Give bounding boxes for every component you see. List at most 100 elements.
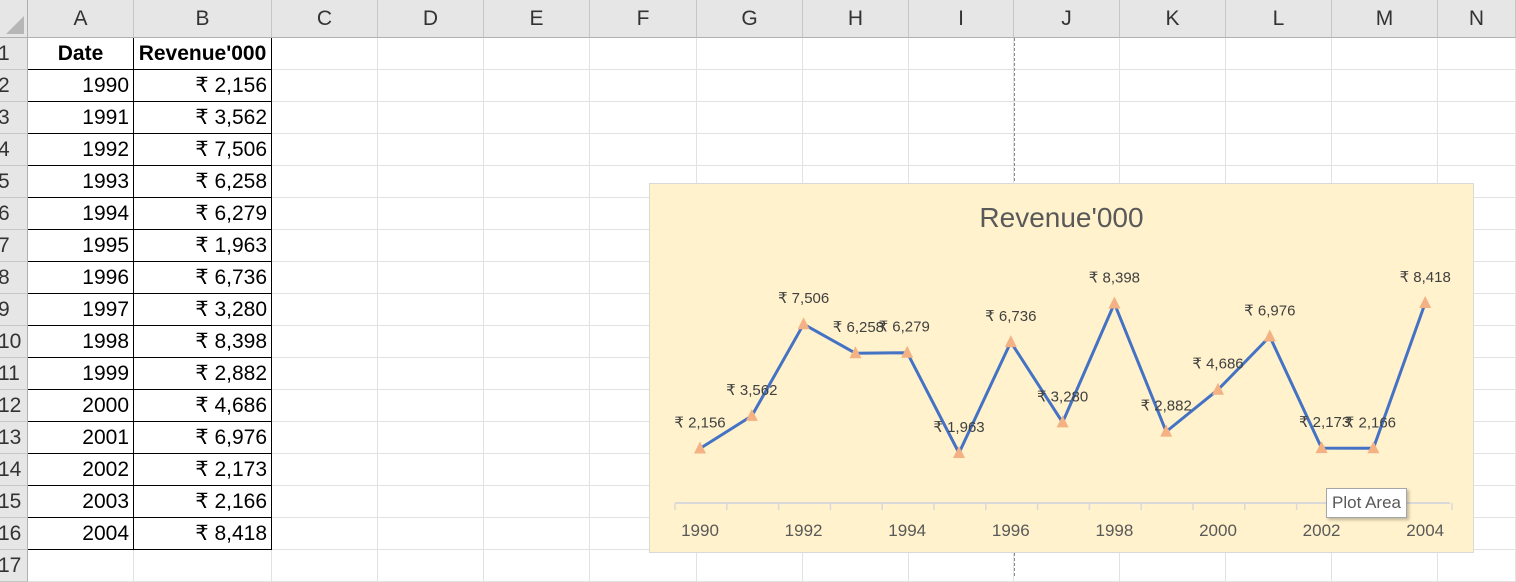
- header-cell-revenue[interactable]: Revenue'000: [134, 38, 272, 70]
- column-header-k[interactable]: K: [1120, 0, 1226, 38]
- cell-d7[interactable]: [378, 230, 484, 262]
- cell-m2[interactable]: [1332, 70, 1438, 102]
- cell-c4[interactable]: [272, 134, 378, 166]
- cell-d8[interactable]: [378, 262, 484, 294]
- cell-m3[interactable]: [1332, 102, 1438, 134]
- revenue-cell[interactable]: ₹ 3,562: [134, 102, 272, 134]
- cell-d3[interactable]: [378, 102, 484, 134]
- cell-g3[interactable]: [697, 102, 803, 134]
- row-header-5[interactable]: 5: [0, 166, 28, 198]
- cell-d5[interactable]: [378, 166, 484, 198]
- cell-i4[interactable]: [909, 134, 1014, 166]
- cell-e17[interactable]: [484, 550, 590, 582]
- date-cell[interactable]: 1992: [28, 134, 134, 166]
- column-header-l[interactable]: L: [1226, 0, 1332, 38]
- column-header-d[interactable]: D: [378, 0, 484, 38]
- revenue-cell[interactable]: ₹ 4,686: [134, 390, 272, 422]
- cell-e2[interactable]: [484, 70, 590, 102]
- cell-h2[interactable]: [803, 70, 909, 102]
- row-header-16[interactable]: 16: [0, 518, 28, 550]
- cell-d1[interactable]: [378, 38, 484, 70]
- cell-c6[interactable]: [272, 198, 378, 230]
- cell-i1[interactable]: [909, 38, 1014, 70]
- cell-e6[interactable]: [484, 198, 590, 230]
- cell-k2[interactable]: [1120, 70, 1226, 102]
- cell-i3[interactable]: [909, 102, 1014, 134]
- column-header-j[interactable]: J: [1014, 0, 1120, 38]
- cell-c13[interactable]: [272, 422, 378, 454]
- cell-d4[interactable]: [378, 134, 484, 166]
- date-cell[interactable]: 2004: [28, 518, 134, 550]
- cell-e10[interactable]: [484, 326, 590, 358]
- date-cell[interactable]: 1993: [28, 166, 134, 198]
- revenue-cell[interactable]: ₹ 7,506: [134, 134, 272, 166]
- cell-c15[interactable]: [272, 486, 378, 518]
- cell-l3[interactable]: [1226, 102, 1332, 134]
- column-header-c[interactable]: C: [272, 0, 378, 38]
- cell-e15[interactable]: [484, 486, 590, 518]
- revenue-cell[interactable]: ₹ 2,173: [134, 454, 272, 486]
- cell-d14[interactable]: [378, 454, 484, 486]
- cell-j17[interactable]: [1014, 550, 1120, 582]
- row-header-15[interactable]: 15: [0, 486, 28, 518]
- row-header-17[interactable]: 17: [0, 550, 28, 582]
- revenue-cell[interactable]: ₹ 6,976: [134, 422, 272, 454]
- cell-k3[interactable]: [1120, 102, 1226, 134]
- date-cell[interactable]: 1999: [28, 358, 134, 390]
- cell-c17[interactable]: [272, 550, 378, 582]
- cell-d11[interactable]: [378, 358, 484, 390]
- select-all-corner[interactable]: [0, 0, 28, 38]
- cell-c9[interactable]: [272, 294, 378, 326]
- cell-e1[interactable]: [484, 38, 590, 70]
- cell-m4[interactable]: [1332, 134, 1438, 166]
- cell-e16[interactable]: [484, 518, 590, 550]
- cell-e8[interactable]: [484, 262, 590, 294]
- cell-f5[interactable]: [590, 166, 697, 198]
- date-cell[interactable]: 2002: [28, 454, 134, 486]
- cell-h1[interactable]: [803, 38, 909, 70]
- revenue-cell[interactable]: ₹ 1,963: [134, 230, 272, 262]
- header-cell-date[interactable]: Date: [28, 38, 134, 70]
- cell-e13[interactable]: [484, 422, 590, 454]
- cell-n2[interactable]: [1438, 70, 1516, 102]
- cell-c3[interactable]: [272, 102, 378, 134]
- cell-e11[interactable]: [484, 358, 590, 390]
- cell-e5[interactable]: [484, 166, 590, 198]
- cell-j3[interactable]: [1014, 102, 1120, 134]
- column-header-m[interactable]: M: [1332, 0, 1438, 38]
- column-header-h[interactable]: H: [803, 0, 909, 38]
- cell-f1[interactable]: [590, 38, 697, 70]
- revenue-cell[interactable]: ₹ 8,398: [134, 326, 272, 358]
- row-header-3[interactable]: 3: [0, 102, 28, 134]
- cell-d12[interactable]: [378, 390, 484, 422]
- cell-d10[interactable]: [378, 326, 484, 358]
- cell-d15[interactable]: [378, 486, 484, 518]
- cell-j1[interactable]: [1014, 38, 1120, 70]
- row-header-8[interactable]: 8: [0, 262, 28, 294]
- row-header-10[interactable]: 10: [0, 326, 28, 358]
- cell-a17[interactable]: [28, 550, 134, 582]
- row-header-14[interactable]: 14: [0, 454, 28, 486]
- cell-c12[interactable]: [272, 390, 378, 422]
- cell-e4[interactable]: [484, 134, 590, 166]
- row-header-1[interactable]: 1: [0, 38, 28, 70]
- cell-d6[interactable]: [378, 198, 484, 230]
- cell-c1[interactable]: [272, 38, 378, 70]
- date-cell[interactable]: 1997: [28, 294, 134, 326]
- cell-f3[interactable]: [590, 102, 697, 134]
- cell-i17[interactable]: [909, 550, 1014, 582]
- cell-g1[interactable]: [697, 38, 803, 70]
- cell-g4[interactable]: [697, 134, 803, 166]
- revenue-cell[interactable]: ₹ 8,418: [134, 518, 272, 550]
- column-header-e[interactable]: E: [484, 0, 590, 38]
- cell-e3[interactable]: [484, 102, 590, 134]
- revenue-cell[interactable]: ₹ 2,166: [134, 486, 272, 518]
- row-header-13[interactable]: 13: [0, 422, 28, 454]
- cell-n3[interactable]: [1438, 102, 1516, 134]
- column-header-f[interactable]: F: [590, 0, 697, 38]
- cell-e9[interactable]: [484, 294, 590, 326]
- cell-m17[interactable]: [1332, 550, 1438, 582]
- cell-e7[interactable]: [484, 230, 590, 262]
- cell-c11[interactable]: [272, 358, 378, 390]
